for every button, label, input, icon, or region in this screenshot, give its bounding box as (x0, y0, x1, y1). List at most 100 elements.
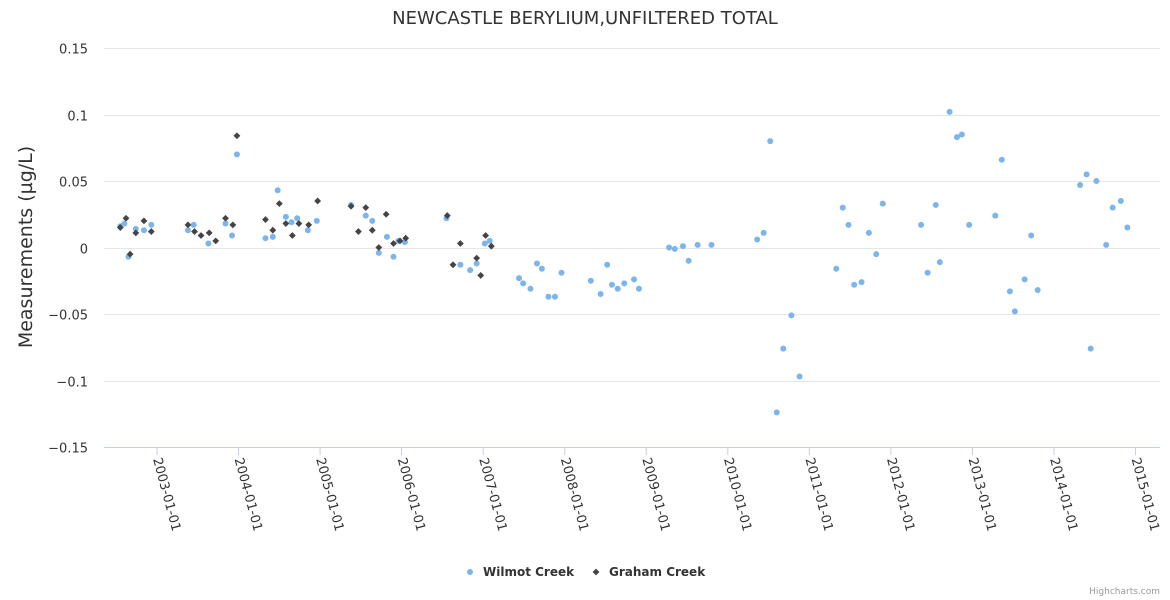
data-point[interactable] (229, 221, 237, 229)
data-point[interactable] (262, 216, 269, 223)
data-point[interactable] (457, 261, 464, 268)
data-point[interactable] (126, 250, 134, 258)
data-point[interactable] (767, 138, 774, 145)
data-point[interactable] (516, 275, 523, 282)
data-point[interactable] (708, 241, 715, 248)
data-point[interactable] (1021, 276, 1028, 283)
data-point[interactable] (1103, 241, 1110, 248)
data-point[interactable] (558, 269, 565, 276)
credits[interactable]: Highcharts.com (1089, 587, 1160, 597)
data-point[interactable] (473, 254, 481, 262)
data-point[interactable] (671, 245, 678, 252)
data-point[interactable] (538, 265, 545, 272)
data-point[interactable] (587, 277, 594, 284)
data-point[interactable] (449, 261, 457, 269)
data-point[interactable] (873, 251, 880, 258)
data-point[interactable] (527, 285, 534, 292)
data-point[interactable] (635, 285, 642, 292)
data-point[interactable] (1109, 204, 1116, 211)
data-point[interactable] (614, 285, 621, 292)
data-point[interactable] (233, 132, 241, 140)
data-point[interactable] (375, 244, 383, 251)
data-point[interactable] (851, 281, 858, 288)
data-point[interactable] (233, 151, 240, 158)
data-point[interactable] (148, 221, 155, 228)
data-point[interactable] (375, 249, 382, 256)
data-point[interactable] (773, 409, 780, 416)
data-point[interactable] (845, 221, 852, 228)
data-point[interactable] (184, 227, 191, 234)
data-point[interactable] (132, 225, 139, 232)
data-point[interactable] (456, 240, 464, 247)
data-point[interactable] (833, 265, 840, 272)
data-point[interactable] (390, 253, 397, 260)
data-point[interactable] (132, 229, 140, 237)
data-point[interactable] (473, 260, 480, 267)
data-point[interactable] (679, 243, 686, 250)
data-point[interactable] (666, 244, 673, 251)
data-point[interactable] (1117, 197, 1124, 204)
data-point[interactable] (958, 131, 965, 138)
data-point[interactable] (760, 229, 767, 236)
data-point[interactable] (369, 217, 376, 224)
data-point[interactable] (545, 293, 552, 300)
data-point[interactable] (190, 221, 197, 228)
data-point[interactable] (520, 280, 527, 287)
data-point[interactable] (282, 220, 290, 227)
data-point[interactable] (368, 226, 376, 234)
data-point[interactable] (918, 221, 925, 228)
data-point[interactable] (486, 237, 493, 244)
data-point[interactable] (269, 233, 276, 240)
data-point[interactable] (858, 279, 865, 286)
data-point[interactable] (305, 221, 313, 229)
data-point[interactable] (362, 204, 370, 211)
data-point[interactable] (140, 217, 148, 225)
data-point[interactable] (140, 227, 147, 234)
data-point[interactable] (936, 259, 943, 266)
data-point[interactable] (382, 210, 390, 218)
data-point[interactable] (1028, 232, 1035, 239)
data-point[interactable] (304, 227, 311, 234)
data-point[interactable] (788, 312, 795, 319)
legend-item[interactable]: Wilmot Creek (467, 565, 575, 579)
data-point[interactable] (282, 213, 289, 220)
data-point[interactable] (295, 220, 303, 227)
data-point[interactable] (1093, 178, 1100, 184)
data-point[interactable] (197, 232, 205, 239)
data-point[interactable] (1083, 171, 1090, 178)
data-point[interactable] (1077, 181, 1084, 188)
data-point[interactable] (992, 212, 999, 219)
data-point[interactable] (467, 267, 474, 274)
data-point[interactable] (212, 237, 220, 245)
data-point[interactable] (1006, 288, 1013, 295)
data-point[interactable] (184, 221, 192, 229)
data-point[interactable] (191, 228, 198, 235)
data-point[interactable] (147, 228, 155, 235)
data-point[interactable] (383, 233, 390, 240)
data-point[interactable] (116, 224, 124, 231)
data-point[interactable] (879, 200, 886, 207)
data-point[interactable] (487, 242, 495, 250)
data-point[interactable] (205, 240, 212, 247)
data-point[interactable] (274, 187, 281, 194)
data-point[interactable] (402, 234, 410, 242)
data-point[interactable] (754, 236, 761, 243)
data-point[interactable] (1011, 308, 1018, 315)
data-point[interactable] (534, 260, 541, 267)
data-point[interactable] (477, 272, 485, 279)
data-point[interactable] (481, 240, 488, 247)
data-point[interactable] (275, 200, 283, 208)
data-point[interactable] (780, 345, 787, 352)
data-point[interactable] (314, 197, 322, 205)
data-point[interactable] (443, 212, 451, 219)
data-point[interactable] (222, 214, 229, 222)
data-point[interactable] (362, 212, 369, 219)
data-point[interactable] (262, 235, 269, 242)
data-point[interactable] (796, 373, 803, 380)
data-point[interactable] (347, 202, 355, 210)
data-point[interactable] (946, 108, 953, 115)
data-point[interactable] (294, 215, 301, 222)
data-point[interactable] (1034, 287, 1041, 294)
data-point[interactable] (355, 228, 362, 235)
data-point[interactable] (396, 237, 404, 245)
